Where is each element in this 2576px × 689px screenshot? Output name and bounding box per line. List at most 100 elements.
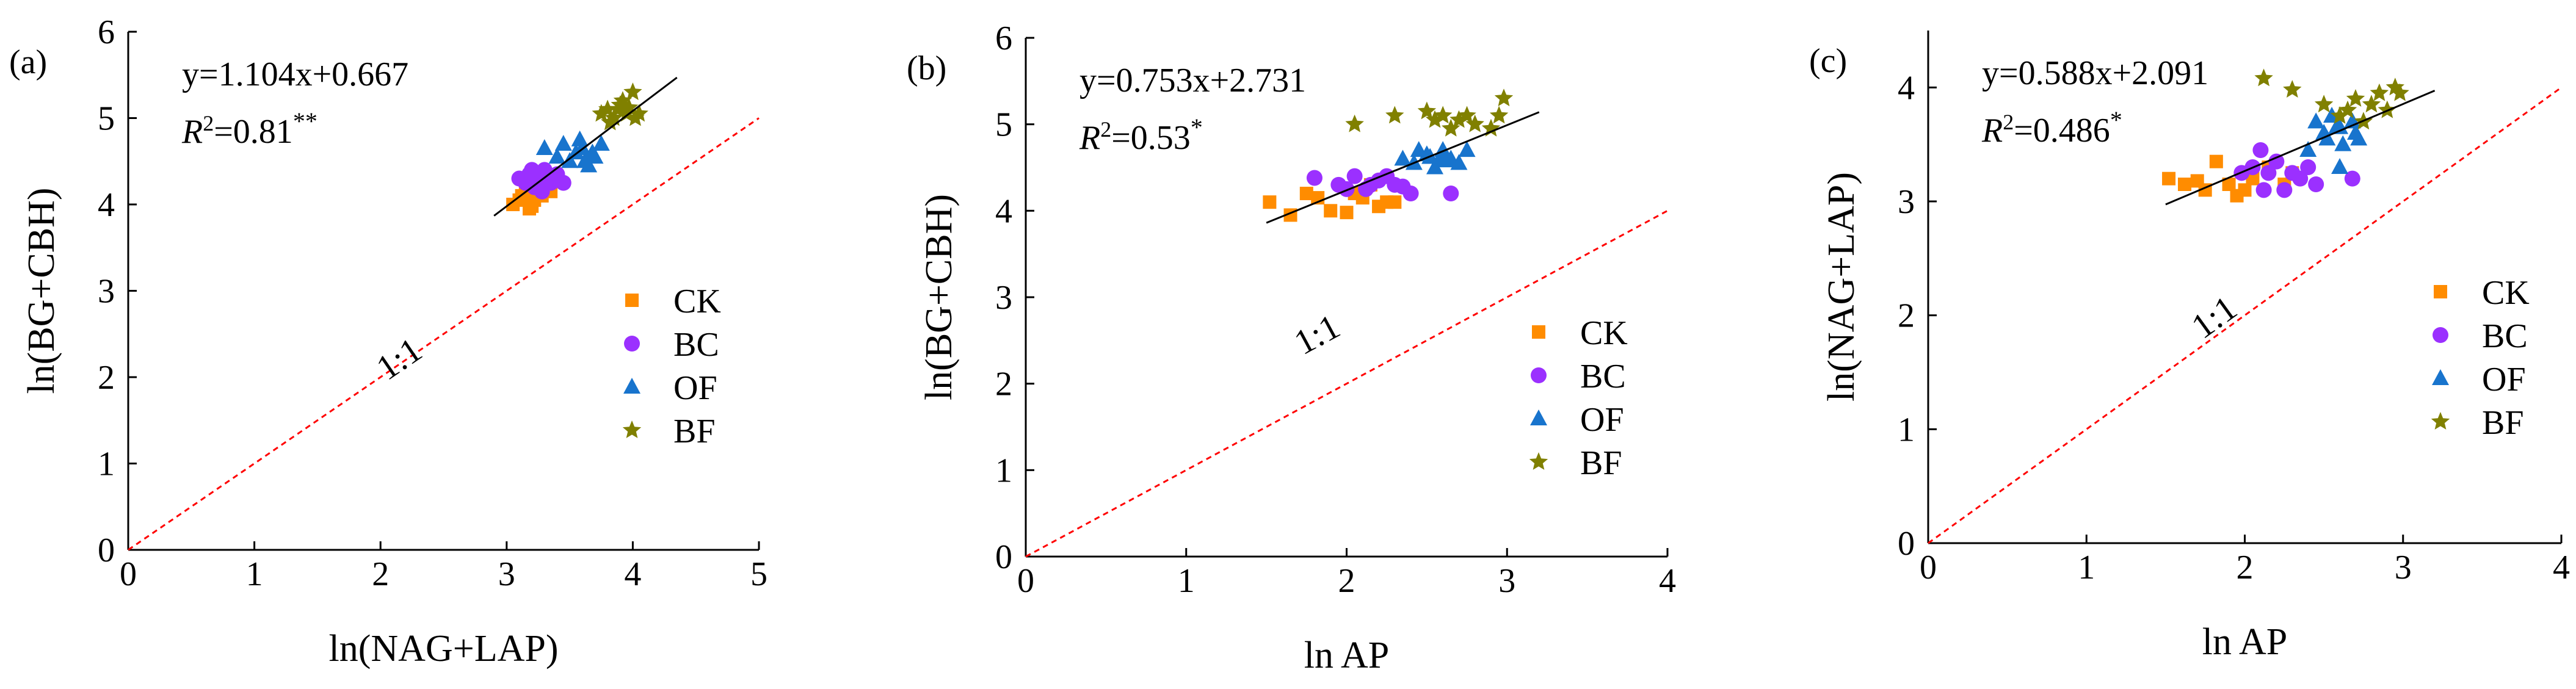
panel-c-point-ck bbox=[2162, 171, 2176, 186]
panel-a-point-bf bbox=[623, 82, 642, 100]
panel-c-label: (c) bbox=[1809, 42, 1847, 80]
panel-c-y-tick-label: 0 bbox=[1898, 525, 1915, 563]
panel-c-point-ck bbox=[2177, 178, 2191, 191]
panel-b-point-bc bbox=[1362, 176, 1379, 193]
panel-c-text: (c) ln AP ln(NAG+LAP) y=0.588x+2.091 R2=… bbox=[1809, 42, 2287, 663]
panel-a-fit-line-group bbox=[493, 76, 678, 217]
panel-b-y-tick-label: 1 bbox=[995, 452, 1012, 489]
panel-a-x-tick-label: 0 bbox=[120, 555, 137, 593]
panel-c-r2-value: =0.486 bbox=[2014, 112, 2110, 150]
panel-c-point-bf bbox=[2330, 106, 2349, 124]
panel-a-legend-marker-of bbox=[623, 378, 640, 394]
panel-c-points bbox=[2162, 68, 2409, 203]
panel-c-legend: CK BC OF BF bbox=[2431, 274, 2530, 442]
panel-a-label: (a) bbox=[9, 43, 47, 81]
panel-b-point-of bbox=[1450, 154, 1468, 170]
panel-b-point-ck bbox=[1299, 187, 1313, 200]
panel-c-ref-label: 1:1 bbox=[2184, 287, 2244, 346]
panel-c-r2-prefix: R bbox=[1981, 112, 2003, 150]
panel-c-point-ck bbox=[2238, 183, 2252, 197]
panel-b-legend-marker-of bbox=[1530, 409, 1547, 425]
panel-b-r2-power: 2 bbox=[1100, 117, 1111, 142]
panel-a-point-bc bbox=[555, 175, 571, 191]
panel-a-y-tick-label: 2 bbox=[98, 359, 115, 397]
panel-b-x-tick-label: 1 bbox=[1178, 562, 1195, 600]
panel-a-points bbox=[506, 82, 648, 216]
panel-b-y-tick-label: 3 bbox=[995, 279, 1012, 317]
panel-c-point-ck bbox=[2246, 171, 2260, 186]
panel-b-point-bf bbox=[1465, 114, 1484, 132]
panel-a-r2-value: =0.81 bbox=[214, 113, 293, 151]
panel-c-point-bf bbox=[2346, 89, 2365, 107]
panel-a-point-of bbox=[535, 139, 553, 156]
panel-c-x-tick-label: 4 bbox=[2553, 549, 2570, 586]
panel-c-legend-marker-bc bbox=[2433, 327, 2448, 343]
panel-b-legend-label-bc: BC bbox=[1580, 358, 1626, 395]
panel-b-text: (b) ln AP ln(BG+CBH) y=0.753x+2.731 R2=0… bbox=[907, 49, 1389, 676]
panel-a-axes: 0 1 2 3 4 5 0 1 2 3 4 5 6 bbox=[98, 13, 767, 593]
panel-a-ref-line bbox=[128, 117, 760, 551]
panel-a-point-of bbox=[592, 134, 610, 151]
panel-b-point-bf bbox=[1489, 106, 1509, 124]
panel-c-point-bc bbox=[2255, 182, 2272, 198]
panel-a-point-ck bbox=[525, 199, 539, 213]
panel-b-point-ck bbox=[1340, 206, 1354, 220]
panel-c-x-tick-label: 2 bbox=[2237, 549, 2254, 586]
panel-a-x-tick-label: 3 bbox=[498, 555, 515, 593]
panel-c-point-of bbox=[2334, 135, 2352, 151]
panel-c-axes: 0 1 2 3 4 0 1 2 3 4 bbox=[1898, 31, 2570, 586]
panel-a-point-of bbox=[580, 156, 598, 173]
panel-c-y-tick-label: 1 bbox=[1898, 411, 1915, 449]
panel-c-legend-label-ck: CK bbox=[2482, 274, 2530, 312]
panel-c-point-bf bbox=[2254, 68, 2273, 87]
panel-b-x-tick-label: 0 bbox=[1017, 562, 1034, 600]
panel-a-point-bc bbox=[539, 170, 555, 187]
panel-c-legend-label-bc: BC bbox=[2482, 317, 2528, 355]
panel-c-legend-marker-of bbox=[2432, 369, 2449, 385]
panel-a-legend-marker-bf bbox=[622, 420, 642, 438]
panel-a-point-bf bbox=[629, 104, 648, 122]
panel-c-y-tick-label: 3 bbox=[1898, 183, 1915, 221]
panel-a-text: (a) ln(NAG+LAP) ln(BG+CBH) y=1.104x+0.66… bbox=[9, 43, 558, 669]
panel-b-r2-significance: * bbox=[1191, 114, 1203, 141]
panel-c-point-of bbox=[2331, 158, 2349, 174]
panel-b-legend-marker-bc bbox=[1531, 367, 1547, 383]
panel-a-ref-line-group bbox=[128, 117, 760, 551]
panel-a-r2: R2=0.81** bbox=[181, 107, 317, 151]
panel-c-x-tick-label: 3 bbox=[2395, 549, 2412, 586]
panel-a-point-of bbox=[554, 134, 572, 151]
panel-c-ylabel: ln(NAG+LAP) bbox=[1821, 172, 1862, 402]
panel-b-axes: 0 1 2 3 4 0 1 2 3 4 5 6 bbox=[995, 20, 1676, 600]
panel-b-point-bf bbox=[1425, 110, 1445, 128]
panel-b-fit-line-group bbox=[1266, 111, 1540, 224]
panel-c-point-bc bbox=[2260, 165, 2277, 181]
panel-c-legend-marker-ck bbox=[2434, 285, 2447, 298]
panel-b-point-of bbox=[1394, 150, 1412, 166]
panel-c-point-bf bbox=[2314, 95, 2334, 113]
panel-a-point-of bbox=[561, 152, 579, 168]
panel-b-y-tick-label: 4 bbox=[995, 192, 1012, 230]
panel-a-point-bc bbox=[524, 162, 540, 178]
panel-c-point-of bbox=[2346, 124, 2364, 140]
panel-a-x-tick-label: 2 bbox=[372, 555, 389, 593]
panel-a-r2-prefix: R bbox=[181, 113, 203, 151]
panel-b-x-tick-label: 3 bbox=[1498, 562, 1515, 600]
panel-a-r2-power: 2 bbox=[203, 111, 214, 135]
panel-a-y-tick-label: 4 bbox=[98, 186, 115, 224]
panel-c-point-of bbox=[2299, 141, 2317, 157]
panel-b-point-bf bbox=[1385, 106, 1404, 124]
panel-a-r2-significance: ** bbox=[293, 107, 317, 135]
panel-b-point-bf bbox=[1457, 106, 1476, 124]
panel-c-r2-significance: * bbox=[2110, 106, 2122, 134]
panel-b-label: (b) bbox=[907, 49, 946, 87]
panel-c-xlabel: ln AP bbox=[2202, 621, 2288, 663]
panel-b-point-bc bbox=[1338, 181, 1355, 197]
panel-a-ref-label: 1:1 bbox=[369, 330, 429, 388]
panel-b-point-bf bbox=[1481, 118, 1501, 137]
panel-c-point-bf bbox=[2378, 100, 2396, 118]
panel-a-fit-line bbox=[493, 76, 678, 217]
panel-b-point-bf bbox=[1494, 88, 1514, 107]
panel-b-r2: R2=0.53* bbox=[1079, 114, 1203, 157]
panel-c-point-bf bbox=[2362, 95, 2381, 113]
